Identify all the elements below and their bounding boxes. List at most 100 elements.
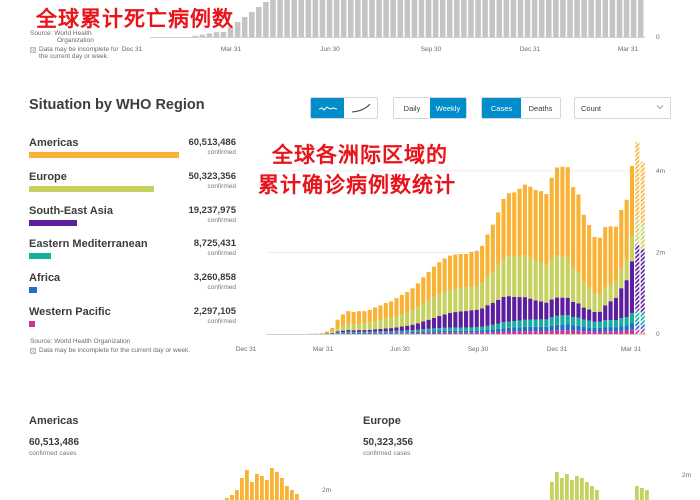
region-chart-bar-segment xyxy=(351,324,356,331)
region-chart-bar-segment xyxy=(490,329,495,333)
region-chart-bar-segment xyxy=(544,265,549,303)
top-chart-bar xyxy=(348,0,354,37)
region-chart-bar-segment xyxy=(442,330,447,333)
region-chart-bar-segment xyxy=(426,331,431,333)
region-chart-bar-segment xyxy=(603,227,608,288)
region-chart-bar-segment xyxy=(362,331,367,333)
region-chart-bar-segment xyxy=(555,324,560,331)
region-chart-bar-segment xyxy=(571,325,576,331)
region-chart-bar-segment xyxy=(447,330,453,333)
region-chart-bar-segment xyxy=(373,329,378,332)
region-chart-bar-segment xyxy=(506,256,511,297)
mini-chart-y-tick: 2m xyxy=(322,487,331,494)
region-chart-bar-segment xyxy=(635,216,640,246)
top-chart-bar xyxy=(397,0,404,37)
region-chart-bar-segment xyxy=(490,224,495,272)
region-chart-bar-segment xyxy=(421,333,426,334)
region-chart-bar-segment xyxy=(581,319,586,327)
region-chart-bar-segment xyxy=(608,284,613,302)
region-bar xyxy=(29,287,37,293)
region-chart-bar-segment xyxy=(613,331,618,334)
region-chart-bar-segment xyxy=(480,245,485,284)
region-chart-bar-segment xyxy=(464,287,469,312)
region-chart-bar-segment xyxy=(480,330,485,333)
region-chart-bar-segment xyxy=(592,293,597,312)
region-chart-bar-segment xyxy=(544,319,549,327)
region-chart-bar-segment xyxy=(512,192,517,257)
region-chart-bar-segment xyxy=(426,319,431,329)
region-row[interactable]: Eastern Mediterranean 8,725,431 confirmed xyxy=(29,238,236,268)
region-chart-bar-segment xyxy=(613,226,618,282)
region-chart-bar-segment xyxy=(399,294,404,315)
region-chart-bar-segment xyxy=(512,331,517,334)
region-chart-bar-segment xyxy=(528,331,533,334)
region-row[interactable]: Western Pacific 2,297,105 confirmed xyxy=(29,306,236,336)
region-chart-bar-segment xyxy=(512,321,517,328)
region-chart-bar-segment xyxy=(533,189,538,261)
log-scale-button[interactable] xyxy=(344,98,377,118)
linear-scale-button[interactable] xyxy=(311,98,344,118)
daily-button[interactable]: Daily xyxy=(394,98,430,118)
region-row[interactable]: Africa 3,260,858 confirmed xyxy=(29,272,236,302)
region-chart-bar-segment xyxy=(544,302,549,320)
region-chart-bar-segment xyxy=(394,327,399,331)
top-chart-bar xyxy=(454,0,460,37)
region-chart-bar-segment xyxy=(619,318,624,327)
region-chart-bar-segment xyxy=(394,333,399,334)
top-chart-bar xyxy=(595,0,602,37)
region-chart-bar-segment xyxy=(571,267,576,302)
region-chart-bar-segment xyxy=(624,259,629,281)
region-chart-bar-segment xyxy=(469,286,474,311)
region-note: Data may be incomplete for the current d… xyxy=(30,347,190,354)
region-chart-bar-segment xyxy=(560,330,565,334)
region-chart-bar-segment xyxy=(405,312,410,326)
region-chart-bar-segment xyxy=(528,326,533,332)
cases-button[interactable]: Cases xyxy=(482,98,521,118)
region-chart-bar-segment xyxy=(480,332,485,334)
region-chart-bar-segment xyxy=(426,328,431,332)
mini-chart-bar xyxy=(240,478,244,500)
mini-chart-bar xyxy=(260,476,264,500)
region-value: 50,323,356 xyxy=(188,171,236,182)
region-chart-bar-segment xyxy=(565,315,570,325)
region-row[interactable]: South-East Asia 19,237,975 confirmed xyxy=(29,205,236,235)
region-chart-bar-segment xyxy=(356,330,362,332)
region-chart-bar-segment xyxy=(544,331,549,334)
region-chart-bar-segment xyxy=(480,326,485,331)
region-chart-bar-segment xyxy=(619,269,624,289)
mini-chart-bar xyxy=(275,472,279,500)
top-chart-x-tick: Jun 30 xyxy=(320,46,340,53)
region-chart-bar-segment xyxy=(346,332,351,334)
region-chart-bar-segment xyxy=(340,330,345,333)
region-row[interactable]: Americas 60,513,486 confirmed xyxy=(29,137,236,167)
mini-chart-bar xyxy=(635,486,639,500)
region-chart-bar-segment xyxy=(485,329,490,333)
top-chart-bar xyxy=(418,0,425,37)
region-chart-bar-segment xyxy=(549,317,554,326)
region-chart-bar-segment xyxy=(378,331,383,333)
region-value: 8,725,431 xyxy=(193,238,236,249)
region-chart-bar-segment xyxy=(528,319,533,327)
region-chart-bar-segment xyxy=(346,330,351,332)
count-select[interactable]: Count xyxy=(574,97,671,119)
count-select-value: Count xyxy=(581,103,602,113)
region-chart-bar-segment xyxy=(496,331,501,334)
region-chart-bar-segment xyxy=(335,319,340,328)
top-chart-bar xyxy=(517,0,524,37)
deaths-button[interactable]: Deaths xyxy=(521,98,560,118)
region-chart-bar-segment xyxy=(474,327,479,331)
log-scale-icon xyxy=(351,103,370,113)
region-chart-bar-segment xyxy=(464,330,469,333)
weekly-button[interactable]: Weekly xyxy=(430,98,466,118)
region-chart-bar-segment xyxy=(389,333,394,334)
top-chart-x-tick: Dec 31 xyxy=(520,46,541,53)
region-chart-bar-segment xyxy=(506,193,511,257)
top-chart-bar xyxy=(609,0,616,37)
region-chart-bar-segment xyxy=(608,226,613,285)
region-chart-bar-segment xyxy=(624,280,629,318)
top-chart-x-tick: Dec 31 xyxy=(122,46,143,53)
region-chart-bar-segment xyxy=(431,331,436,333)
region-row[interactable]: Europe 50,323,356 confirmed xyxy=(29,171,236,201)
region-chart-bar-segment xyxy=(469,330,474,333)
region-chart-bar-segment xyxy=(340,325,345,331)
